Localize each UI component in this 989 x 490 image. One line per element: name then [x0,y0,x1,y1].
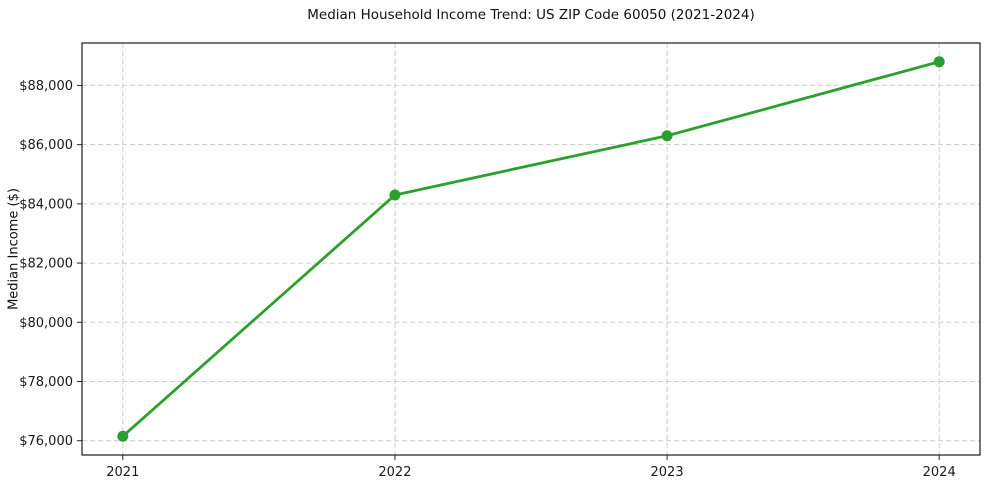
y-tick-label: $78,000 [19,375,73,390]
data-point-marker [389,189,401,201]
data-point-marker [933,56,945,68]
y-tick-label: $82,000 [19,257,73,272]
y-tick-label: $80,000 [19,316,73,331]
data-point-marker [661,130,673,142]
y-tick-label: $86,000 [19,138,73,153]
data-point-marker [117,430,129,442]
chart-title: Median Household Income Trend: US ZIP Co… [307,7,755,23]
y-tick-label: $84,000 [19,197,73,212]
x-tick-label: 2023 [651,465,684,480]
y-tick-label: $88,000 [19,79,73,94]
x-tick-label: 2021 [106,465,139,480]
trend-line [121,60,941,438]
x-tick-label: 2022 [378,465,411,480]
plot-border [81,42,981,456]
y-tick-label: $76,000 [19,434,73,449]
x-tick-label: 2024 [923,465,956,480]
